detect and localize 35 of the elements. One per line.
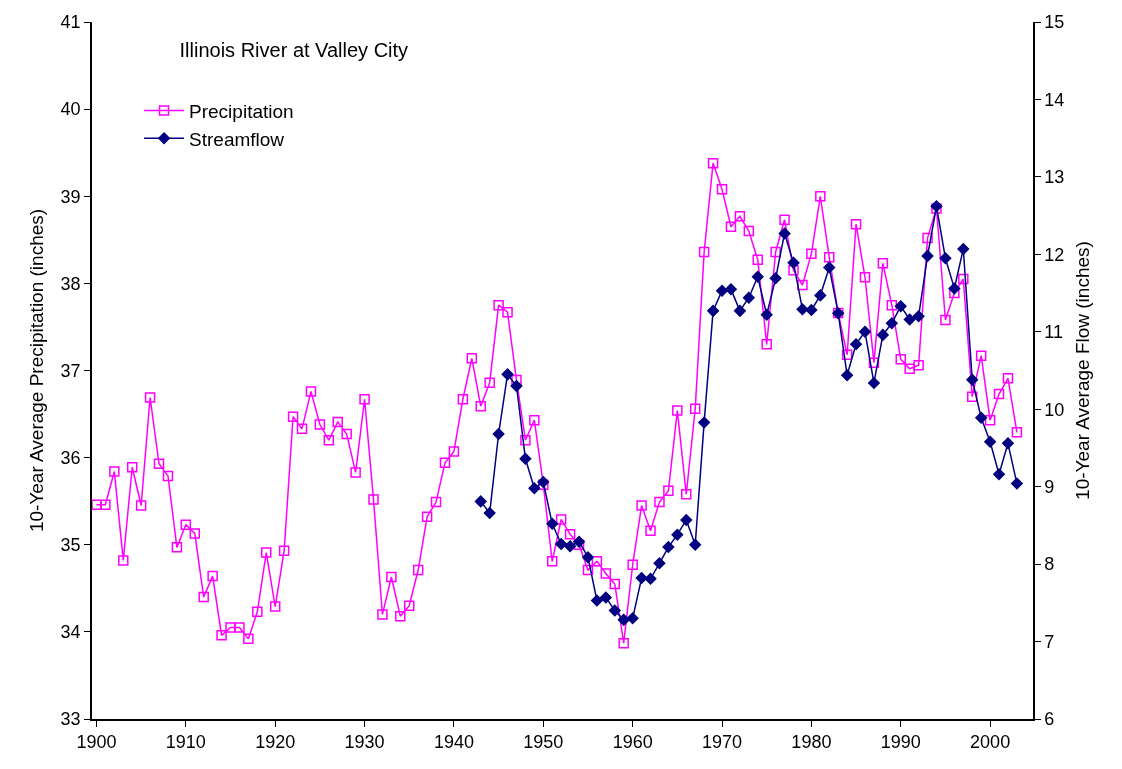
x-tick-label: 1940 <box>433 732 474 753</box>
y2-tick-label: 9 <box>1044 476 1055 497</box>
x-tick-label: 1910 <box>165 732 206 753</box>
y2-tick-label: 11 <box>1044 322 1064 343</box>
x-tick-label: 1900 <box>76 732 117 753</box>
y-tick-label: 39 <box>60 186 81 207</box>
y2-tick-label: 6 <box>1044 709 1055 730</box>
y-tick-label: 35 <box>60 535 81 556</box>
y2-tick-label: 7 <box>1044 631 1055 652</box>
x-tick-label: 1950 <box>523 732 564 753</box>
y2-tick-label: 15 <box>1044 12 1065 33</box>
y-tick-label: 38 <box>60 273 81 294</box>
y2-tick-label: 13 <box>1044 167 1065 188</box>
x-tick-label: 1970 <box>701 732 743 753</box>
x-tick-label: 1980 <box>791 732 832 753</box>
y2-tick-label: 12 <box>1044 244 1065 265</box>
y-axis-title: 10-Year Average Precipitation (inches) <box>25 208 47 533</box>
x-tick-label: 1920 <box>255 732 296 753</box>
y-tick-label: 34 <box>60 622 81 643</box>
y2-axis-title: 10-Year Average Flow (inches) <box>1071 241 1093 500</box>
y2-tick-label: 10 <box>1044 399 1065 420</box>
legend-label: Streamflow <box>189 128 285 150</box>
text: Illinois River at Valley City <box>179 38 409 61</box>
y-tick-label: 37 <box>60 360 81 381</box>
y-tick-label: 40 <box>60 99 81 120</box>
legend-label: Precipitation <box>189 100 294 122</box>
y-tick-label: 41 <box>60 12 81 33</box>
y2-tick-label: 14 <box>1044 89 1065 110</box>
x-tick-label: 2000 <box>970 732 1011 753</box>
x-tick-label: 1990 <box>880 732 921 753</box>
x-tick-label: 1930 <box>344 732 385 753</box>
y-tick-label: 33 <box>60 709 81 730</box>
y-tick-label: 36 <box>60 447 81 468</box>
y2-tick-label: 8 <box>1044 554 1055 575</box>
x-tick-label: 1960 <box>612 732 653 753</box>
